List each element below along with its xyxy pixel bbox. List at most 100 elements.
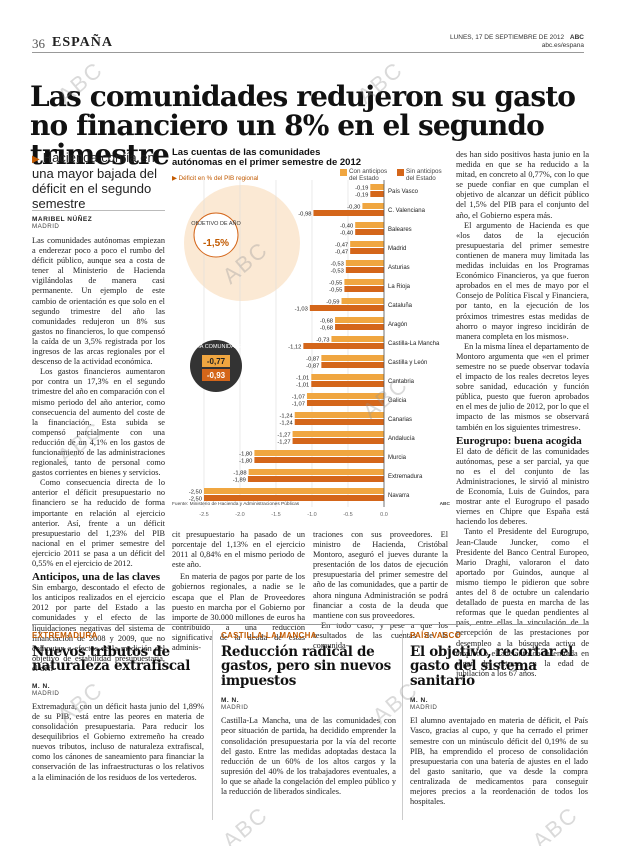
paragraph: En materia de pagos por parte de los gob… — [172, 572, 305, 653]
chart-subtitle: ▶ Déficit en % del PIB regional — [172, 175, 450, 182]
story-body: El alumno aventajado en materia de défic… — [410, 716, 588, 807]
value-label: -0,55 — [329, 288, 342, 294]
legend-swatch — [340, 169, 347, 176]
media-value-sin: -0,93 — [207, 371, 226, 380]
page-number: 36 — [32, 36, 45, 51]
value-label: -1,24 — [280, 414, 294, 420]
story-title: Nuevos tributos de naturaleza extrafisca… — [32, 644, 191, 675]
bar-sin-anticipos — [335, 324, 384, 330]
play-icon: ▶ — [172, 174, 177, 182]
col1-text: Las comunidades autónomas empiezan a end… — [32, 236, 165, 674]
site-link[interactable]: abc.es/espana — [541, 42, 584, 50]
bar-con-anticipos — [248, 469, 384, 475]
date-text: LUNES, 17 DE SEPTIEMBRE DE 2012 — [449, 34, 565, 41]
bar-con-anticipos — [294, 412, 384, 418]
bar-sin-anticipos — [313, 210, 384, 216]
story-title: El objetivo, recortar el gasto del siste… — [410, 644, 574, 689]
category-label: País Vasco — [388, 189, 419, 195]
watermark: ABC — [217, 801, 273, 846]
value-label: -1,07 — [292, 402, 305, 408]
legend-label: Sin anticipos del Estado — [406, 168, 442, 182]
legend-label: Con anticipos del Estado — [349, 168, 388, 182]
category-label: C. Valenciana — [388, 208, 426, 214]
category-label: Asturias — [388, 265, 410, 271]
bar-con-anticipos — [362, 203, 384, 209]
bar-sin-anticipos — [311, 381, 384, 387]
article-column-4: des han sido positivos hasta junio en la… — [456, 150, 589, 679]
brand-text: ABC — [569, 34, 584, 41]
bar-con-anticipos — [306, 393, 384, 399]
legend-swatch — [397, 169, 404, 176]
value-label: -0,98 — [298, 212, 311, 218]
sidebar-story-pais-vasco: PAÍS VASCO El objetivo, recortar el gast… — [410, 631, 588, 807]
triangle-bullet-icon: ▶ — [32, 154, 40, 165]
objective-value: -1,5% — [203, 238, 229, 249]
media-swatch-con — [202, 355, 230, 367]
paragraph: En todo caso, y pese a que los resultado… — [313, 620, 448, 651]
bar-con-anticipos — [341, 298, 384, 304]
headline: Las comunidades redujeron su gasto no fi… — [30, 80, 576, 172]
value-label: -1,01 — [296, 376, 309, 382]
value-label: -0,55 — [329, 281, 342, 287]
value-label: -0,19 — [355, 193, 368, 199]
story-body: Castilla-La Mancha, una de las comunidad… — [221, 716, 396, 796]
value-label: -1,24 — [280, 421, 294, 427]
bar-sin-anticipos — [321, 362, 384, 368]
bar-con-anticipos — [321, 355, 384, 361]
bar-sin-anticipos — [309, 305, 384, 311]
category-label: Andalucía — [388, 436, 415, 442]
story-label: PAÍS VASCO — [410, 631, 462, 640]
bar-con-anticipos — [331, 336, 384, 342]
paragraph: des han sido positivos hasta junio en la… — [456, 150, 589, 220]
bar-con-anticipos — [345, 260, 384, 266]
paragraph: En la misma línea el departamento de Mon… — [456, 341, 589, 432]
chart-legend: Con anticipos del Estado Sin anticipos d… — [340, 168, 450, 182]
story-label: EXTREMADURA — [32, 631, 98, 640]
article-column-3: traciones con sus proveedores. El minist… — [313, 530, 448, 651]
media-swatch-sin — [202, 369, 230, 381]
value-label: -0,47 — [335, 250, 348, 256]
bar-sin-anticipos — [254, 457, 384, 463]
value-label: -0,87 — [306, 364, 319, 370]
bar-sin-anticipos — [247, 476, 384, 482]
byline-rule — [32, 210, 165, 211]
story-title: Reducción radical de gastos, pero sin nu… — [221, 644, 391, 689]
byline-author: MARIBEL NÚÑEZ — [32, 216, 93, 223]
category-label: Cantabria — [388, 379, 415, 385]
bar-sin-anticipos — [306, 400, 384, 406]
column-divider — [402, 630, 403, 820]
media-value-con: -0,77 — [207, 357, 226, 366]
paragraph: traciones con sus proveedores. El minist… — [313, 530, 448, 620]
category-label: Cataluña — [388, 303, 413, 309]
x-tick-label: -1,0 — [307, 512, 316, 516]
byline-place: MADRID — [410, 704, 438, 712]
category-label: Navarra — [388, 493, 410, 499]
story-body: Extremadura, con un déficit hasta junio … — [32, 701, 204, 782]
byline-place: MADRID — [221, 704, 249, 712]
byline-place: MADRID — [32, 689, 60, 697]
bar-con-anticipos — [311, 374, 384, 380]
subhead: ▶ Hacienda confía en una mayor bajada del… — [32, 150, 172, 212]
bar-sin-anticipos — [370, 191, 384, 197]
value-label: -0,30 — [347, 205, 360, 211]
x-tick-label: -0,5 — [343, 512, 352, 516]
bar-sin-anticipos — [345, 267, 384, 273]
value-label: -0,19 — [355, 186, 368, 192]
value-label: -1,88 — [233, 471, 246, 477]
value-label: -1,89 — [233, 478, 246, 484]
story-label: CASTILLA-LA MANCHA — [221, 631, 317, 640]
column-divider — [212, 630, 213, 820]
value-label: -0,53 — [331, 262, 344, 268]
bar-sin-anticipos — [204, 495, 384, 501]
chart-subtitle-text: Déficit en % del PIB regional — [178, 174, 259, 182]
x-tick-label: 0,0 — [380, 512, 388, 516]
paragraph: Como consecuencia directa de lo anterior… — [32, 478, 165, 568]
bar-con-anticipos — [254, 450, 384, 456]
bar-sin-anticipos — [292, 438, 384, 444]
deficit-chart: Las cuentas de las comunidades autónomas… — [172, 147, 450, 516]
value-label: -0,87 — [306, 357, 319, 363]
value-label: -0,68 — [320, 319, 333, 325]
category-label: Murcia — [388, 455, 407, 461]
value-label: -1,80 — [239, 452, 252, 458]
category-label: Extremadura — [388, 474, 423, 480]
